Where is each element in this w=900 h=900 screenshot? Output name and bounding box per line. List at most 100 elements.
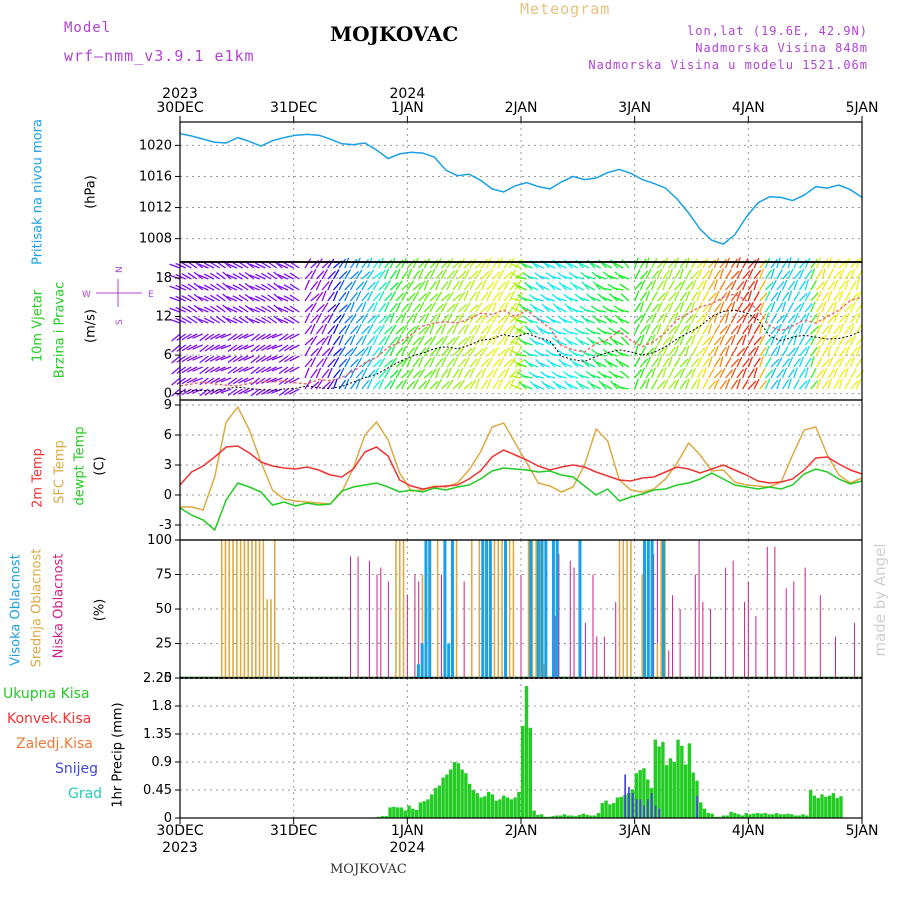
wind-arrow: [232, 366, 243, 374]
precip-total-bar: [611, 803, 616, 818]
wind-arrow: [816, 369, 825, 379]
wind-arrow: [579, 262, 590, 269]
wind-arrow: [216, 272, 226, 280]
wind-arrow: [440, 268, 447, 280]
wind-arrow: [384, 346, 392, 357]
wind-arrow: [696, 378, 701, 390]
precip-total-bar: [407, 805, 411, 818]
wind-arrow: [261, 377, 272, 384]
wind-arrow: [289, 355, 300, 362]
wind-arrow: [395, 313, 403, 324]
wind-arrow: [401, 269, 409, 280]
wind-arrow: [662, 378, 669, 390]
wind-arrow: [469, 258, 477, 269]
wind-arrow: [401, 324, 409, 335]
wind-arrow: [850, 334, 857, 346]
wind-arrow: [310, 347, 319, 357]
wind-arrow: [612, 296, 624, 302]
wind-arrow: [612, 373, 624, 379]
y-tick-label: -3: [159, 518, 172, 533]
wind-arrow: [850, 313, 858, 324]
wind-arrow: [558, 281, 567, 291]
wind-arrow: [389, 369, 399, 379]
wind-arrow: [668, 356, 673, 368]
wind-arrow: [656, 347, 665, 357]
wind-arrow: [232, 333, 243, 341]
y-tick-label: 0.45: [143, 783, 172, 798]
wind-arrow: [673, 302, 682, 313]
wind-arrow: [278, 355, 289, 364]
wind-arrow: [361, 271, 371, 280]
precip-total-bar: [790, 814, 794, 818]
wind-arrow: [514, 280, 522, 291]
wind-arrow: [497, 269, 505, 280]
wind-arrow: [384, 301, 390, 313]
wind-arrow: [690, 334, 696, 346]
wind-arrow: [770, 258, 779, 269]
wind-arrow: [827, 368, 836, 379]
wind-arrow: [315, 358, 325, 368]
precip-total-bar: [710, 813, 714, 818]
wind-arrow: [787, 280, 796, 291]
precip-total-bar: [657, 746, 661, 818]
wind-arrow: [764, 302, 773, 313]
wind-arrow: [372, 280, 380, 291]
wind-arrow: [440, 368, 449, 379]
wind-arrow: [418, 380, 427, 390]
y-tick-label: 12: [155, 310, 172, 325]
wind-arrow: [855, 290, 862, 302]
wind-arrow: [708, 280, 716, 291]
wind-arrow: [793, 367, 798, 379]
wind-arrow: [480, 379, 489, 390]
wind-arrow: [457, 279, 464, 291]
wind-arrow: [503, 280, 510, 291]
x-year-label-bottom: 2023: [162, 840, 198, 856]
wind-arrow: [736, 302, 744, 313]
wind-arrow: [793, 291, 801, 302]
wind-arrow: [827, 378, 833, 390]
wind-arrow: [645, 314, 654, 324]
wind-arrow: [561, 352, 573, 357]
wind-arrow: [440, 380, 450, 390]
wind-arrow: [486, 335, 495, 346]
wind-arrow: [634, 345, 639, 357]
wind-arrow: [702, 367, 707, 379]
wind-arrow: [673, 290, 680, 302]
wind-arrow: [725, 269, 732, 280]
wind-arrow: [204, 366, 215, 374]
wind-arrow: [634, 356, 641, 368]
wind-arrow: [702, 312, 708, 324]
wind-arrow: [804, 312, 810, 324]
wind-arrow: [639, 334, 645, 346]
wind-arrow: [753, 257, 760, 269]
wind-arrow: [199, 366, 209, 375]
wind-arrow: [561, 318, 573, 324]
wind-arrow: [645, 323, 651, 335]
wind-arrow: [610, 380, 619, 390]
wind-arrow: [349, 313, 357, 324]
wind-arrow: [815, 290, 822, 302]
precip-total-bar: [668, 758, 673, 818]
wind-arrow: [192, 333, 203, 339]
wind-arrow: [691, 358, 700, 368]
wind-arrow: [315, 303, 325, 313]
wind-arrow: [855, 378, 862, 390]
wind-arrow: [759, 313, 767, 324]
wind-arrow: [753, 303, 762, 313]
wind-arrow: [361, 346, 369, 357]
wind-arrow: [753, 345, 760, 357]
precip-total-bar: [441, 777, 445, 818]
wind-arrow: [515, 319, 527, 324]
wind-arrow: [327, 334, 333, 346]
wind-arrow: [452, 268, 459, 280]
wind-arrow: [497, 348, 508, 357]
wind-arrow: [474, 378, 480, 390]
wind-arrow: [601, 339, 613, 346]
wind-arrow: [418, 301, 425, 313]
wind-arrow: [429, 314, 438, 324]
wind-arrow: [696, 268, 703, 280]
wind-arrow: [770, 358, 780, 368]
wind-arrow: [634, 281, 643, 291]
wind-arrow: [742, 303, 751, 313]
wind-arrow: [696, 347, 706, 357]
